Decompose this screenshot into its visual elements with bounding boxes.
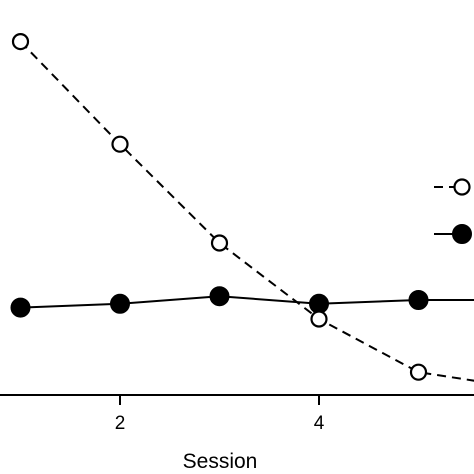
series-1-point-3 [210, 234, 229, 252]
series-1-line [19, 40, 474, 382]
series-2-line [20, 295, 474, 309]
x-tick-label-4: 4 [314, 413, 325, 434]
series-2-point-1 [10, 297, 31, 318]
series-1-point-2 [111, 135, 129, 153]
series-2-point-5 [408, 290, 429, 310]
legend-marker-2 [452, 224, 472, 244]
series-1-point-5 [409, 363, 428, 381]
series-2-point-3 [209, 286, 230, 307]
x-tick-label-2: 2 [115, 413, 126, 434]
series-1-point-1 [11, 32, 30, 51]
series-2-point-2 [110, 293, 130, 314]
series-layer [10, 32, 474, 382]
series-1 [11, 32, 474, 382]
series-2 [10, 286, 474, 318]
x-axis-title: Session [183, 450, 258, 473]
legend [434, 178, 472, 244]
legend-marker-1 [453, 178, 471, 196]
series-1-point-4 [310, 310, 328, 328]
